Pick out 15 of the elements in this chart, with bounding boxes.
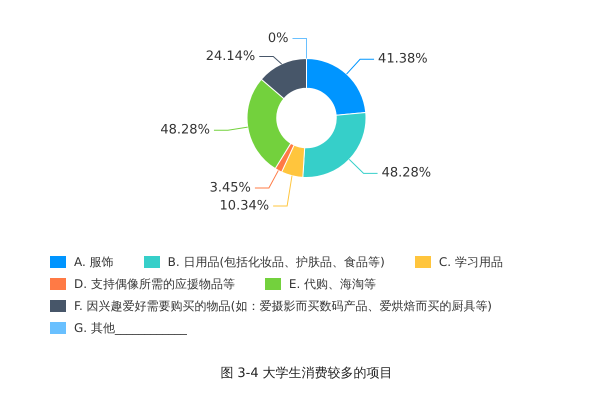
- data-label: 24.14%: [206, 48, 256, 64]
- data-label: 41.38%: [378, 52, 428, 67]
- legend-label: B. 日用品(包括化妆品、护肤品、食品等): [168, 254, 385, 270]
- data-label: 3.45%: [210, 180, 251, 196]
- data-label: 10.34%: [220, 198, 270, 214]
- legend-label: A. 服饰: [74, 254, 114, 270]
- data-label: 48.28%: [160, 122, 210, 138]
- data-label: 48.28%: [382, 166, 432, 181]
- legend-label: D. 支持偶像所需的应援物品等: [74, 276, 235, 292]
- legend-label: G. 其他____________: [74, 320, 187, 336]
- legend-label: F. 因兴趣爱好需要购买的物品(如：爱摄影而买数码产品、爱烘焙而买的厨具等): [74, 298, 492, 314]
- legend-label: E. 代购、海淘等: [288, 276, 376, 292]
- text: 图 3-4 大学生消费较多的项目: [219, 365, 394, 382]
- legend-label: C. 学习用品: [438, 254, 503, 270]
- text: 0%: [268, 30, 288, 46]
